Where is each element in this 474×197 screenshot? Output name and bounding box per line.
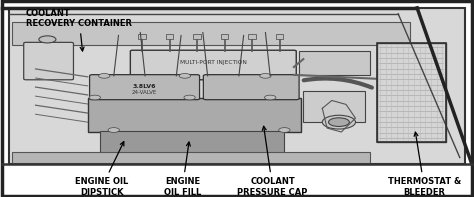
Circle shape — [184, 95, 195, 100]
Circle shape — [89, 95, 100, 100]
Bar — [166, 34, 173, 39]
Text: ENGINE
OIL FILL: ENGINE OIL FILL — [164, 142, 201, 197]
Bar — [12, 22, 410, 45]
Circle shape — [322, 115, 356, 129]
Bar — [88, 98, 301, 132]
FancyBboxPatch shape — [130, 50, 296, 80]
Bar — [276, 34, 283, 39]
Bar — [377, 43, 446, 142]
Text: THERMOSTAT &
BLEEDER: THERMOSTAT & BLEEDER — [388, 132, 461, 197]
Circle shape — [260, 73, 271, 78]
Bar — [12, 152, 370, 163]
Bar — [299, 51, 370, 75]
Circle shape — [99, 73, 110, 78]
Bar — [138, 34, 146, 39]
Text: ENGINE OIL
DIPSTICK: ENGINE OIL DIPSTICK — [75, 142, 128, 197]
Bar — [9, 8, 465, 164]
Text: MULTI-PORT INJECTION: MULTI-PORT INJECTION — [180, 59, 247, 65]
Text: 24-VALVE: 24-VALVE — [132, 90, 157, 96]
FancyBboxPatch shape — [90, 75, 200, 100]
Bar — [221, 34, 228, 39]
Bar — [100, 131, 284, 154]
Bar — [303, 91, 365, 122]
Circle shape — [39, 36, 56, 43]
Circle shape — [108, 128, 119, 132]
Bar — [377, 43, 446, 142]
Text: 3.8LV6: 3.8LV6 — [133, 84, 156, 89]
Text: COOLANT
RECOVERY CONTAINER: COOLANT RECOVERY CONTAINER — [26, 9, 132, 51]
FancyBboxPatch shape — [203, 75, 299, 100]
Circle shape — [328, 118, 349, 126]
Circle shape — [264, 95, 276, 100]
Bar — [248, 34, 256, 39]
Text: COOLANT
PRESSURE CAP: COOLANT PRESSURE CAP — [237, 126, 308, 197]
Bar — [193, 34, 201, 39]
FancyBboxPatch shape — [24, 42, 73, 80]
Circle shape — [179, 73, 191, 78]
Circle shape — [279, 128, 290, 132]
